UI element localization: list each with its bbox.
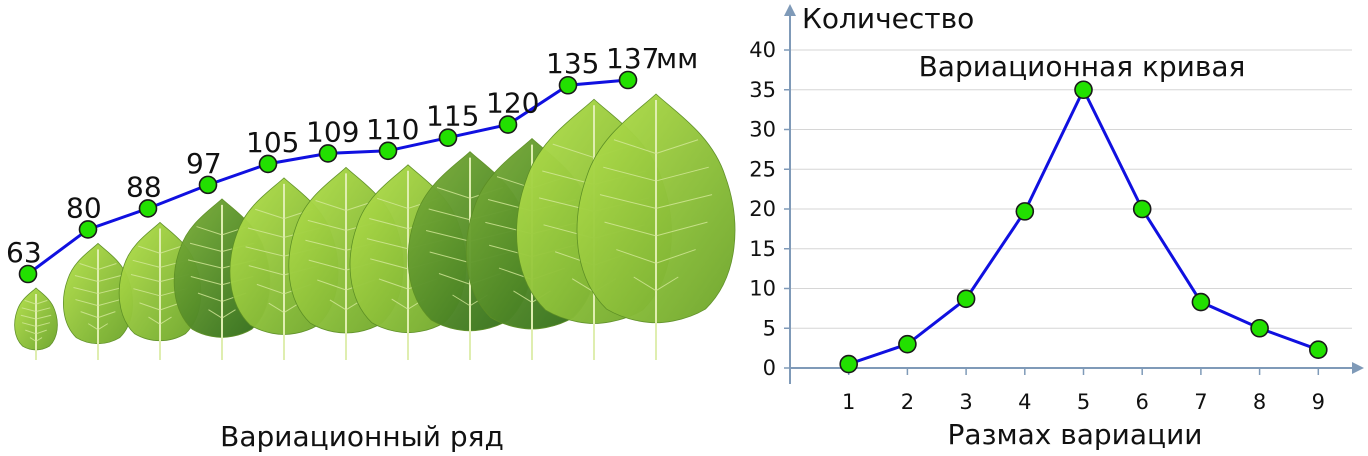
variation-curve-points bbox=[839, 80, 1328, 374]
y-tick-label: 35 bbox=[749, 78, 776, 102]
leaf-icon bbox=[576, 93, 736, 360]
data-label: 88 bbox=[126, 170, 162, 203]
leaf-icon bbox=[14, 287, 58, 360]
leaf-vein bbox=[604, 221, 708, 237]
x-tick-label: 2 bbox=[901, 390, 914, 414]
leaf-vein bbox=[603, 166, 709, 182]
leaf-vein bbox=[148, 316, 172, 325]
x-tick-label: 6 bbox=[1136, 390, 1149, 414]
variation-series-points bbox=[18, 70, 638, 284]
data-point bbox=[558, 75, 578, 95]
data-point bbox=[898, 334, 917, 354]
variation-curve-line bbox=[848, 86, 1319, 366]
data-point bbox=[1074, 80, 1093, 100]
data-label: 137 bbox=[606, 42, 659, 75]
data-point bbox=[378, 141, 398, 161]
leaf-vein bbox=[29, 337, 43, 342]
y-tick-label: 30 bbox=[749, 118, 776, 142]
leaf-vein bbox=[79, 263, 117, 270]
leaf-vein bbox=[21, 307, 51, 313]
left-x-axis-label: Вариационный ряд bbox=[220, 420, 504, 453]
y-tick-label: 25 bbox=[749, 157, 776, 181]
leaf-vein bbox=[613, 139, 699, 154]
chart-title: Вариационная кривая bbox=[919, 50, 1246, 83]
x-tick-label: 7 bbox=[1194, 390, 1207, 414]
x-tick-label: 8 bbox=[1253, 390, 1266, 414]
data-point bbox=[1015, 202, 1035, 221]
data-point bbox=[138, 199, 158, 218]
x-tick-label: 4 bbox=[1018, 390, 1031, 414]
data-point bbox=[1191, 292, 1211, 312]
leaf-vein bbox=[208, 309, 236, 319]
data-point bbox=[198, 175, 218, 195]
y-tick-label: 20 bbox=[749, 197, 776, 221]
leaf-vein bbox=[80, 311, 116, 319]
leaf-vein bbox=[74, 275, 122, 283]
leaf-vein bbox=[138, 245, 182, 254]
leaf-vein bbox=[24, 299, 48, 305]
axes bbox=[784, 4, 1364, 384]
x-axis-arrow-icon bbox=[1352, 362, 1364, 374]
data-point bbox=[1250, 318, 1269, 338]
data-point bbox=[618, 70, 638, 90]
data-label: 120 bbox=[486, 87, 539, 120]
leaf-vein bbox=[633, 276, 679, 292]
data-label: 105 bbox=[246, 126, 299, 159]
x-tick-label: 3 bbox=[959, 390, 972, 414]
data-point bbox=[258, 154, 278, 174]
leaf-vein bbox=[75, 299, 121, 307]
y-axis-label: Количество bbox=[802, 2, 974, 35]
y-tick-label: 5 bbox=[763, 316, 776, 340]
y-tick-label: 40 bbox=[749, 38, 776, 62]
y-tick-label: 0 bbox=[763, 356, 776, 380]
data-point bbox=[1309, 340, 1328, 360]
leaf-row bbox=[14, 93, 736, 360]
data-label: 109 bbox=[306, 115, 359, 148]
x-tick-label: 9 bbox=[1312, 390, 1325, 414]
data-point bbox=[78, 220, 98, 239]
data-point bbox=[318, 144, 338, 163]
leaf-vein bbox=[616, 249, 696, 264]
leaf-vein bbox=[21, 322, 51, 327]
data-label: 135 bbox=[546, 47, 599, 80]
grid-lines bbox=[790, 49, 1352, 329]
unit-label: мм bbox=[656, 42, 698, 75]
variation-curve-chart: 0 5 10 15 20 25 30 35 40 1 2 3 4 5 6 7 8 9 Вариационная … bbox=[749, 2, 1364, 451]
leaf-vein bbox=[25, 329, 47, 335]
y-axis-arrow-icon bbox=[784, 4, 796, 16]
data-point bbox=[498, 115, 518, 134]
data-label: 97 bbox=[186, 147, 222, 180]
data-label: 63 bbox=[6, 236, 42, 269]
data-point bbox=[438, 128, 458, 147]
leaf-vein bbox=[87, 323, 109, 331]
leaf-vein bbox=[599, 194, 713, 209]
data-point bbox=[18, 264, 38, 284]
x-tick-label: 1 bbox=[842, 390, 855, 414]
x-tick-label: 5 bbox=[1077, 390, 1090, 414]
x-tick-labels: 1 2 3 4 5 6 7 8 9 bbox=[842, 368, 1325, 414]
data-label: 80 bbox=[66, 191, 102, 224]
leaf-vein bbox=[73, 287, 123, 295]
data-point bbox=[956, 289, 976, 309]
y-tick-labels: 0 5 10 15 20 25 30 35 40 bbox=[749, 38, 790, 380]
y-tick-label: 15 bbox=[749, 237, 776, 261]
y-tick-label: 10 bbox=[749, 277, 776, 301]
data-point bbox=[839, 354, 859, 374]
data-label: 110 bbox=[366, 113, 419, 146]
data-point bbox=[1132, 199, 1152, 219]
data-label: 115 bbox=[426, 100, 479, 133]
leaf-vein bbox=[20, 314, 52, 320]
x-axis-label: Размах вариации bbox=[948, 418, 1203, 451]
